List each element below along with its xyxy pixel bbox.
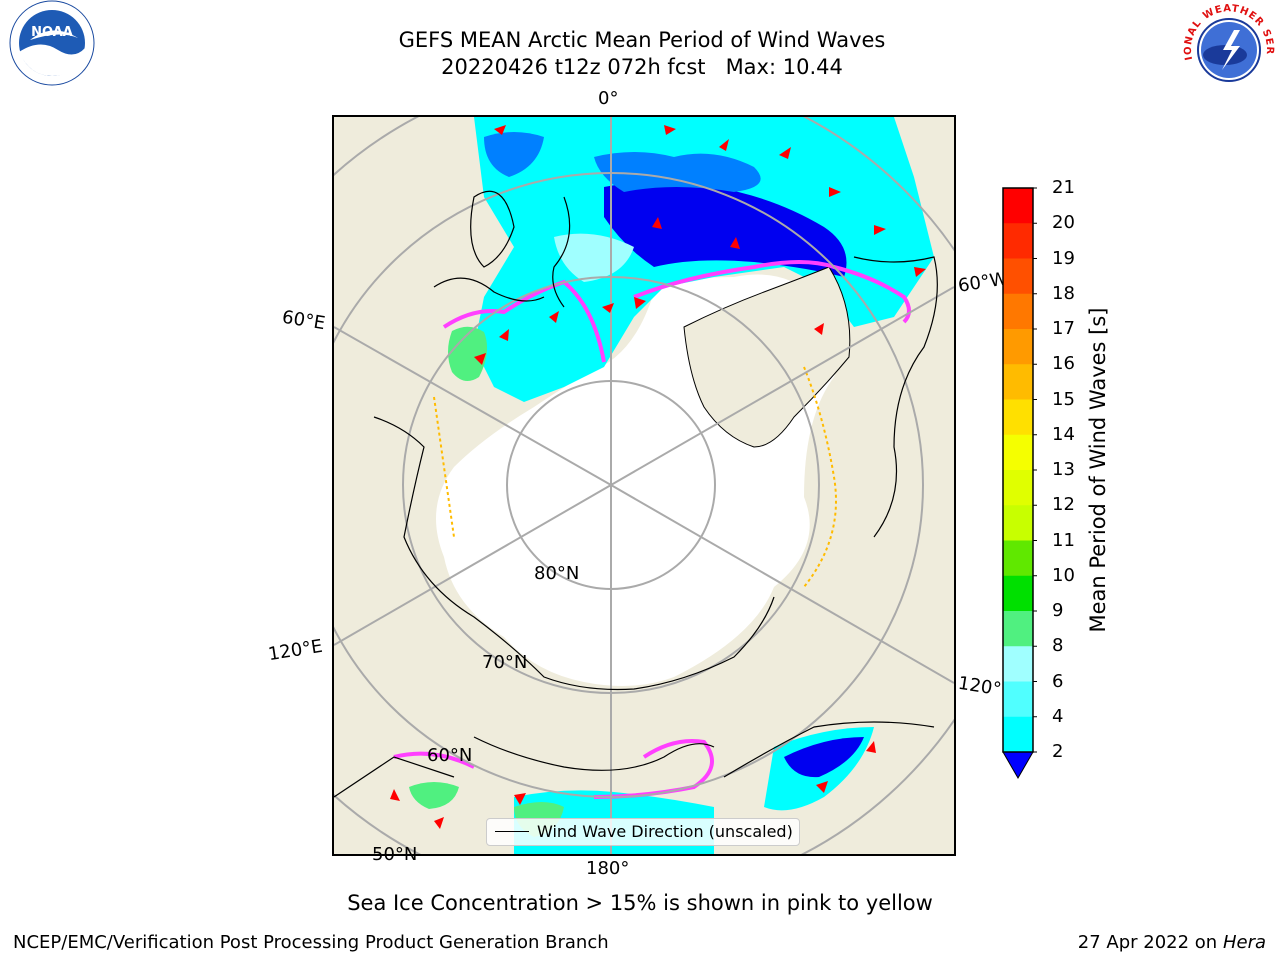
alaska-deep — [784, 737, 864, 778]
colorbar-extend-arrow — [1002, 751, 1034, 780]
map-legend: Wind Wave Direction (unscaled) — [486, 818, 800, 846]
wind-arrow — [499, 329, 509, 341]
wind-arrow — [390, 789, 400, 801]
wind-arrow — [829, 187, 841, 197]
wind-arrow — [549, 311, 559, 323]
colorbar-tick-label: 4 — [1052, 705, 1064, 727]
colorbar-segment — [1003, 716, 1033, 753]
wind-arrow — [779, 147, 791, 159]
colorbar-tick-label: 6 — [1052, 670, 1064, 692]
wind-arrow — [652, 217, 662, 229]
nws-logo: NATIONAL WEATHER SERVICE — [1173, 0, 1280, 100]
colorbar-tick-label: 10 — [1052, 564, 1075, 586]
wind-arrow — [664, 125, 676, 135]
footer-date: 27 Apr 2022 on Hera — [1078, 932, 1266, 953]
norwegian-light — [554, 233, 634, 282]
footer-date-text: 27 Apr 2022 on — [1077, 932, 1223, 953]
colorbar-tick-label: 17 — [1052, 318, 1075, 339]
wind-arrow — [494, 125, 506, 135]
colorbar-tick-label: 11 — [1052, 529, 1075, 551]
legend-line-sample — [495, 831, 529, 832]
lat-label-60n: 60°N — [427, 745, 473, 766]
colorbar-segment — [1003, 258, 1033, 295]
wind-arrow — [730, 237, 740, 249]
colorbar-segment — [1003, 434, 1033, 471]
footer-credit: NCEP/EMC/Verification Post Processing Pr… — [13, 932, 609, 953]
lat-label-50n: 50°N — [372, 844, 418, 865]
colorbar-tick-label: 18 — [1052, 282, 1075, 304]
chart-title: GEFS MEAN Arctic Mean Period of Wind Wav… — [398, 28, 886, 52]
colorbar-tick-label: 13 — [1052, 459, 1075, 480]
lat-label-70n: 70°N — [482, 652, 528, 673]
atlantic-deep — [604, 182, 847, 277]
ice-edge-atlantic — [442, 260, 911, 363]
lon-label-60e: 60°E — [280, 306, 327, 335]
lon-label-180: 180° — [586, 858, 630, 879]
atlantic-mid — [594, 152, 761, 192]
wind-arrow — [874, 225, 886, 235]
chart-subtitle: 20220426 t12z 072h fcst Max: 10.44 — [441, 55, 843, 79]
colorbar-tick-label: 8 — [1052, 635, 1064, 657]
colorbar-tick-label: 2 — [1052, 741, 1064, 762]
north-coast-blue — [484, 132, 544, 177]
colorbar-tick-label: 14 — [1052, 423, 1075, 445]
lon-label-120w: 120° — [956, 672, 1003, 701]
colorbar-segment — [1003, 646, 1033, 682]
colorbar-tick-label: 15 — [1052, 388, 1075, 410]
lon-label-120e: 120°E — [266, 635, 325, 666]
footer-host: Hera — [1222, 932, 1266, 953]
noaa-logo: NOAA — [0, 0, 104, 90]
colorbar-segment — [1003, 364, 1033, 400]
ice-edge-yellow — [433, 366, 837, 588]
wind-arrow — [474, 353, 486, 365]
okhotsk-green — [409, 782, 459, 809]
lon-label-0: 0° — [598, 88, 619, 109]
svg-text:NOAA: NOAA — [31, 25, 73, 40]
wind-arrows — [390, 125, 926, 829]
wind-arrow — [816, 781, 828, 793]
colorbar-segment — [1003, 293, 1033, 330]
wind-arrow — [814, 323, 824, 335]
coastlines — [334, 190, 938, 798]
colorbar-segment — [1003, 611, 1033, 647]
colorbar-tick-label: 9 — [1052, 600, 1064, 621]
wind-arrow — [434, 817, 444, 829]
colorbar-tick-label: 21 — [1052, 177, 1075, 198]
sea-ice-note: Sea Ice Concentration > 15% is shown in … — [347, 891, 933, 915]
colorbar-tick-label: 20 — [1052, 212, 1075, 234]
colorbar-segment — [1003, 223, 1033, 259]
wind-arrow — [866, 741, 876, 753]
wind-arrow — [602, 303, 614, 313]
colorbar-segment — [1003, 188, 1033, 224]
colorbar-segment — [1003, 540, 1033, 577]
lat-label-80n: 80°N — [534, 563, 580, 584]
colorbar-tick-label: 12 — [1052, 494, 1075, 516]
wind-arrow — [914, 267, 926, 277]
colorbar-label: Mean Period of Wind Waves [s] — [1086, 307, 1110, 633]
colorbar-tick-label: 19 — [1052, 247, 1075, 269]
colorbar-segment — [1003, 399, 1033, 436]
colorbar-segment — [1003, 470, 1033, 506]
barents-green — [448, 326, 488, 381]
graticule — [334, 117, 954, 854]
wind-arrow — [514, 793, 526, 805]
colorbar-tick-label: 16 — [1052, 353, 1075, 375]
colorbar-segment — [1003, 681, 1033, 718]
colorbar-segment — [1003, 329, 1033, 365]
colorbar — [1001, 186, 1039, 782]
colorbar-segment — [1003, 505, 1033, 541]
wind-arrow — [634, 297, 646, 309]
legend-label: Wind Wave Direction (unscaled) — [537, 822, 793, 841]
colorbar-segment — [1003, 575, 1033, 612]
wind-arrow — [719, 139, 729, 151]
arctic-map — [332, 115, 956, 856]
